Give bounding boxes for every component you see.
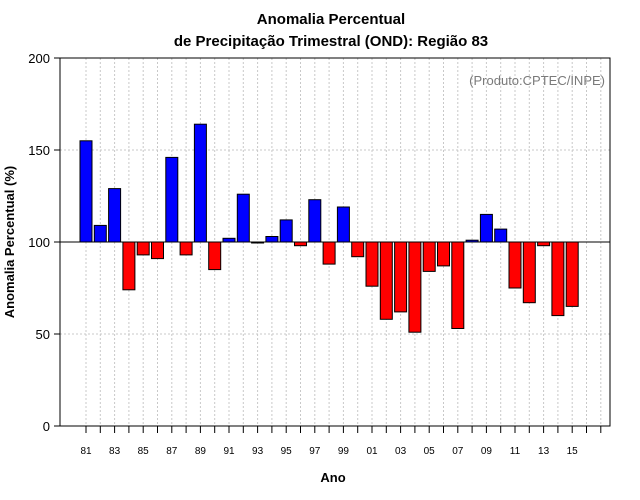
x-tick-label: 97 <box>309 446 321 457</box>
y-tick-label: 0 <box>43 419 50 434</box>
bar-04 <box>408 241 422 333</box>
y-tick-label: 200 <box>28 51 50 66</box>
bar-86 <box>151 241 164 260</box>
bar-96 <box>294 241 307 247</box>
bar-07 <box>451 241 465 329</box>
x-tick-label: 09 <box>481 446 493 457</box>
chart-title-line-2: de Precipitação Trimestral (OND): Região… <box>174 33 488 50</box>
bar-94 <box>265 236 279 243</box>
bar-01 <box>365 241 379 287</box>
bar-98 <box>322 241 336 265</box>
x-tick-label: 95 <box>281 446 293 457</box>
x-tick-label: 93 <box>252 446 264 457</box>
x-tick-label: 11 <box>510 446 521 457</box>
bar-85 <box>136 241 150 256</box>
y-tick-label: 150 <box>28 143 50 158</box>
x-tick-label: 81 <box>80 446 92 457</box>
bar-03 <box>394 241 408 313</box>
credit-text: (Produto:CPTEC/INPE) <box>469 73 605 88</box>
x-tick-label: 13 <box>538 446 550 457</box>
y-axis-title: Anomalia Percentual (%) <box>2 166 17 318</box>
y-tick-label: 100 <box>28 235 50 250</box>
x-tick-label: 03 <box>395 446 407 457</box>
bar-91 <box>222 237 236 243</box>
x-tick-label: 89 <box>195 446 207 457</box>
bar-89 <box>193 123 207 243</box>
bar-84 <box>122 241 136 291</box>
x-tick-label: 83 <box>109 446 121 457</box>
bar-87 <box>165 156 179 243</box>
bars <box>79 123 579 333</box>
x-tick-label: 85 <box>138 446 150 457</box>
bar-95 <box>279 219 293 243</box>
bar-99 <box>336 206 350 243</box>
bar-81 <box>79 140 93 243</box>
x-tick-label: 05 <box>424 446 436 457</box>
bar-15 <box>565 241 579 307</box>
y-tick-label: 50 <box>36 327 50 342</box>
bar-00 <box>351 241 365 258</box>
x-tick-label: 87 <box>166 446 178 457</box>
x-tick-label: 01 <box>366 446 378 457</box>
x-tick-label: 99 <box>338 446 350 457</box>
bar-09 <box>479 213 493 243</box>
x-tick-label: 15 <box>567 446 579 457</box>
bar-12 <box>522 241 536 304</box>
chart-title-line-1: Anomalia Percentual <box>257 11 405 28</box>
bar-88 <box>179 241 193 256</box>
x-tick-label: 91 <box>223 446 235 457</box>
bar-83 <box>108 188 122 243</box>
bar-14 <box>551 241 565 317</box>
bar-02 <box>379 241 393 320</box>
x-axis: 81 83 85 87 89 91 93 95 97 99 01 03 05 07 09 11 13 15 <box>80 426 602 457</box>
bar-10 <box>494 228 508 243</box>
bar-82 <box>93 224 107 243</box>
y-axis: 0 50 100 150 200 <box>28 51 60 434</box>
x-tick-label: 07 <box>452 446 464 457</box>
bar-97 <box>308 199 322 243</box>
bar-92 <box>236 193 250 243</box>
bar-13 <box>537 241 551 247</box>
bar-90 <box>208 241 222 271</box>
bar-05 <box>422 241 436 272</box>
bar-06 <box>437 241 450 267</box>
bar-11 <box>508 241 522 289</box>
x-axis-title: Ano <box>320 470 345 485</box>
